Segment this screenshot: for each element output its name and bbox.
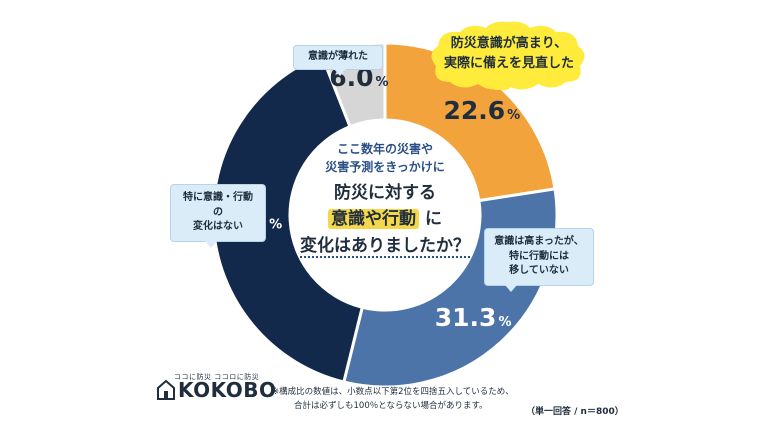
value-label-raised: 31.3% <box>435 303 512 332</box>
faded-label: 意識が薄れた <box>293 45 383 75</box>
center-lead-text: ここ数年の災害や 災害予測をきっかけに <box>325 142 445 174</box>
brand-name: KOKOBO <box>178 378 277 402</box>
question-highlight: 意識や行動 <box>328 209 420 230</box>
brand-tagline: ココに防災 ココロに防災 <box>174 373 260 381</box>
no-change-label: 特に意識・行動の 変化はない <box>170 184 266 247</box>
house-icon <box>157 379 175 400</box>
raised-label: 意識は高まったが、 特に行動には 移していない <box>484 228 594 291</box>
reviewed-label: 防災意識が高まり、 実際に備えを見直した <box>443 36 574 72</box>
value-label-reviewed: 22.6% <box>443 96 520 125</box>
brand-logo: KOKOBO <box>156 378 276 402</box>
survey-question: 防災に対する 意識や行動 に 変化はありましたか？ <box>300 183 470 258</box>
footnote: ※構成比の数値は、小数点以下第2位を四捨五入しているため、 合計は必ずしも100… <box>272 387 514 411</box>
highlight-burst-bubble <box>431 21 585 90</box>
sample-note: （単一回答 / n＝800） <box>526 407 624 417</box>
